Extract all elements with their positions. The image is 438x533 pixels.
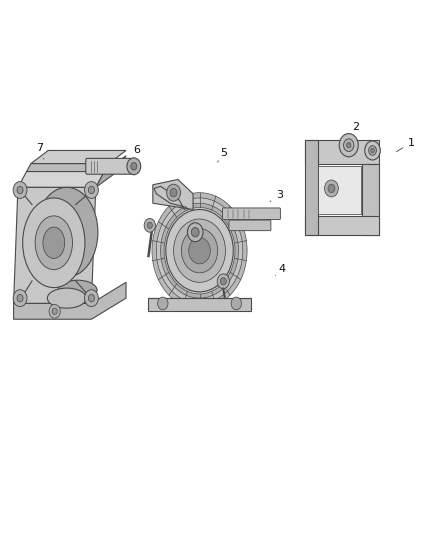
Text: 2: 2 [346, 122, 359, 138]
Circle shape [13, 290, 27, 306]
Circle shape [131, 163, 137, 170]
Polygon shape [305, 140, 379, 164]
Circle shape [365, 141, 380, 160]
Ellipse shape [23, 198, 85, 288]
Circle shape [189, 238, 210, 264]
Circle shape [49, 304, 60, 318]
Text: 7: 7 [36, 143, 44, 159]
Polygon shape [318, 166, 361, 214]
Circle shape [152, 192, 247, 309]
Text: 1: 1 [396, 138, 415, 152]
Ellipse shape [43, 227, 65, 259]
Circle shape [13, 182, 27, 198]
Polygon shape [14, 282, 126, 319]
Circle shape [220, 278, 226, 285]
Circle shape [88, 294, 95, 302]
FancyBboxPatch shape [86, 158, 132, 174]
Polygon shape [18, 172, 104, 188]
Circle shape [217, 274, 230, 289]
Ellipse shape [35, 216, 72, 270]
Circle shape [346, 142, 351, 148]
Circle shape [147, 222, 152, 229]
Ellipse shape [58, 280, 97, 300]
Text: 6: 6 [133, 146, 140, 160]
Circle shape [339, 134, 358, 157]
Polygon shape [153, 180, 193, 209]
Circle shape [156, 198, 243, 303]
Circle shape [144, 219, 155, 232]
Text: 5: 5 [218, 148, 227, 162]
Circle shape [325, 180, 338, 197]
Circle shape [127, 158, 141, 175]
Circle shape [181, 229, 218, 273]
Circle shape [369, 146, 376, 155]
Polygon shape [362, 164, 379, 235]
Circle shape [166, 209, 233, 292]
Circle shape [187, 223, 203, 241]
Polygon shape [305, 216, 379, 235]
Polygon shape [31, 150, 126, 164]
Polygon shape [96, 156, 126, 188]
Circle shape [231, 297, 241, 310]
Circle shape [170, 189, 177, 197]
Circle shape [52, 308, 57, 314]
Circle shape [328, 184, 335, 192]
FancyBboxPatch shape [223, 208, 280, 220]
Polygon shape [27, 164, 109, 172]
Circle shape [161, 203, 238, 298]
Polygon shape [305, 140, 318, 235]
Circle shape [85, 290, 99, 306]
Text: 4: 4 [184, 232, 197, 248]
Polygon shape [148, 298, 251, 311]
Circle shape [88, 187, 95, 193]
Text: 3: 3 [270, 190, 283, 201]
Circle shape [17, 187, 23, 193]
Circle shape [164, 207, 235, 294]
Circle shape [158, 297, 168, 310]
Circle shape [167, 184, 180, 201]
Circle shape [173, 219, 226, 282]
Circle shape [371, 148, 374, 152]
Ellipse shape [47, 288, 86, 308]
Circle shape [17, 294, 23, 302]
FancyBboxPatch shape [229, 220, 271, 231]
Polygon shape [14, 188, 96, 303]
Ellipse shape [35, 188, 98, 277]
Circle shape [85, 182, 99, 198]
Circle shape [191, 228, 199, 237]
Text: 4: 4 [275, 264, 285, 276]
Circle shape [343, 139, 354, 151]
